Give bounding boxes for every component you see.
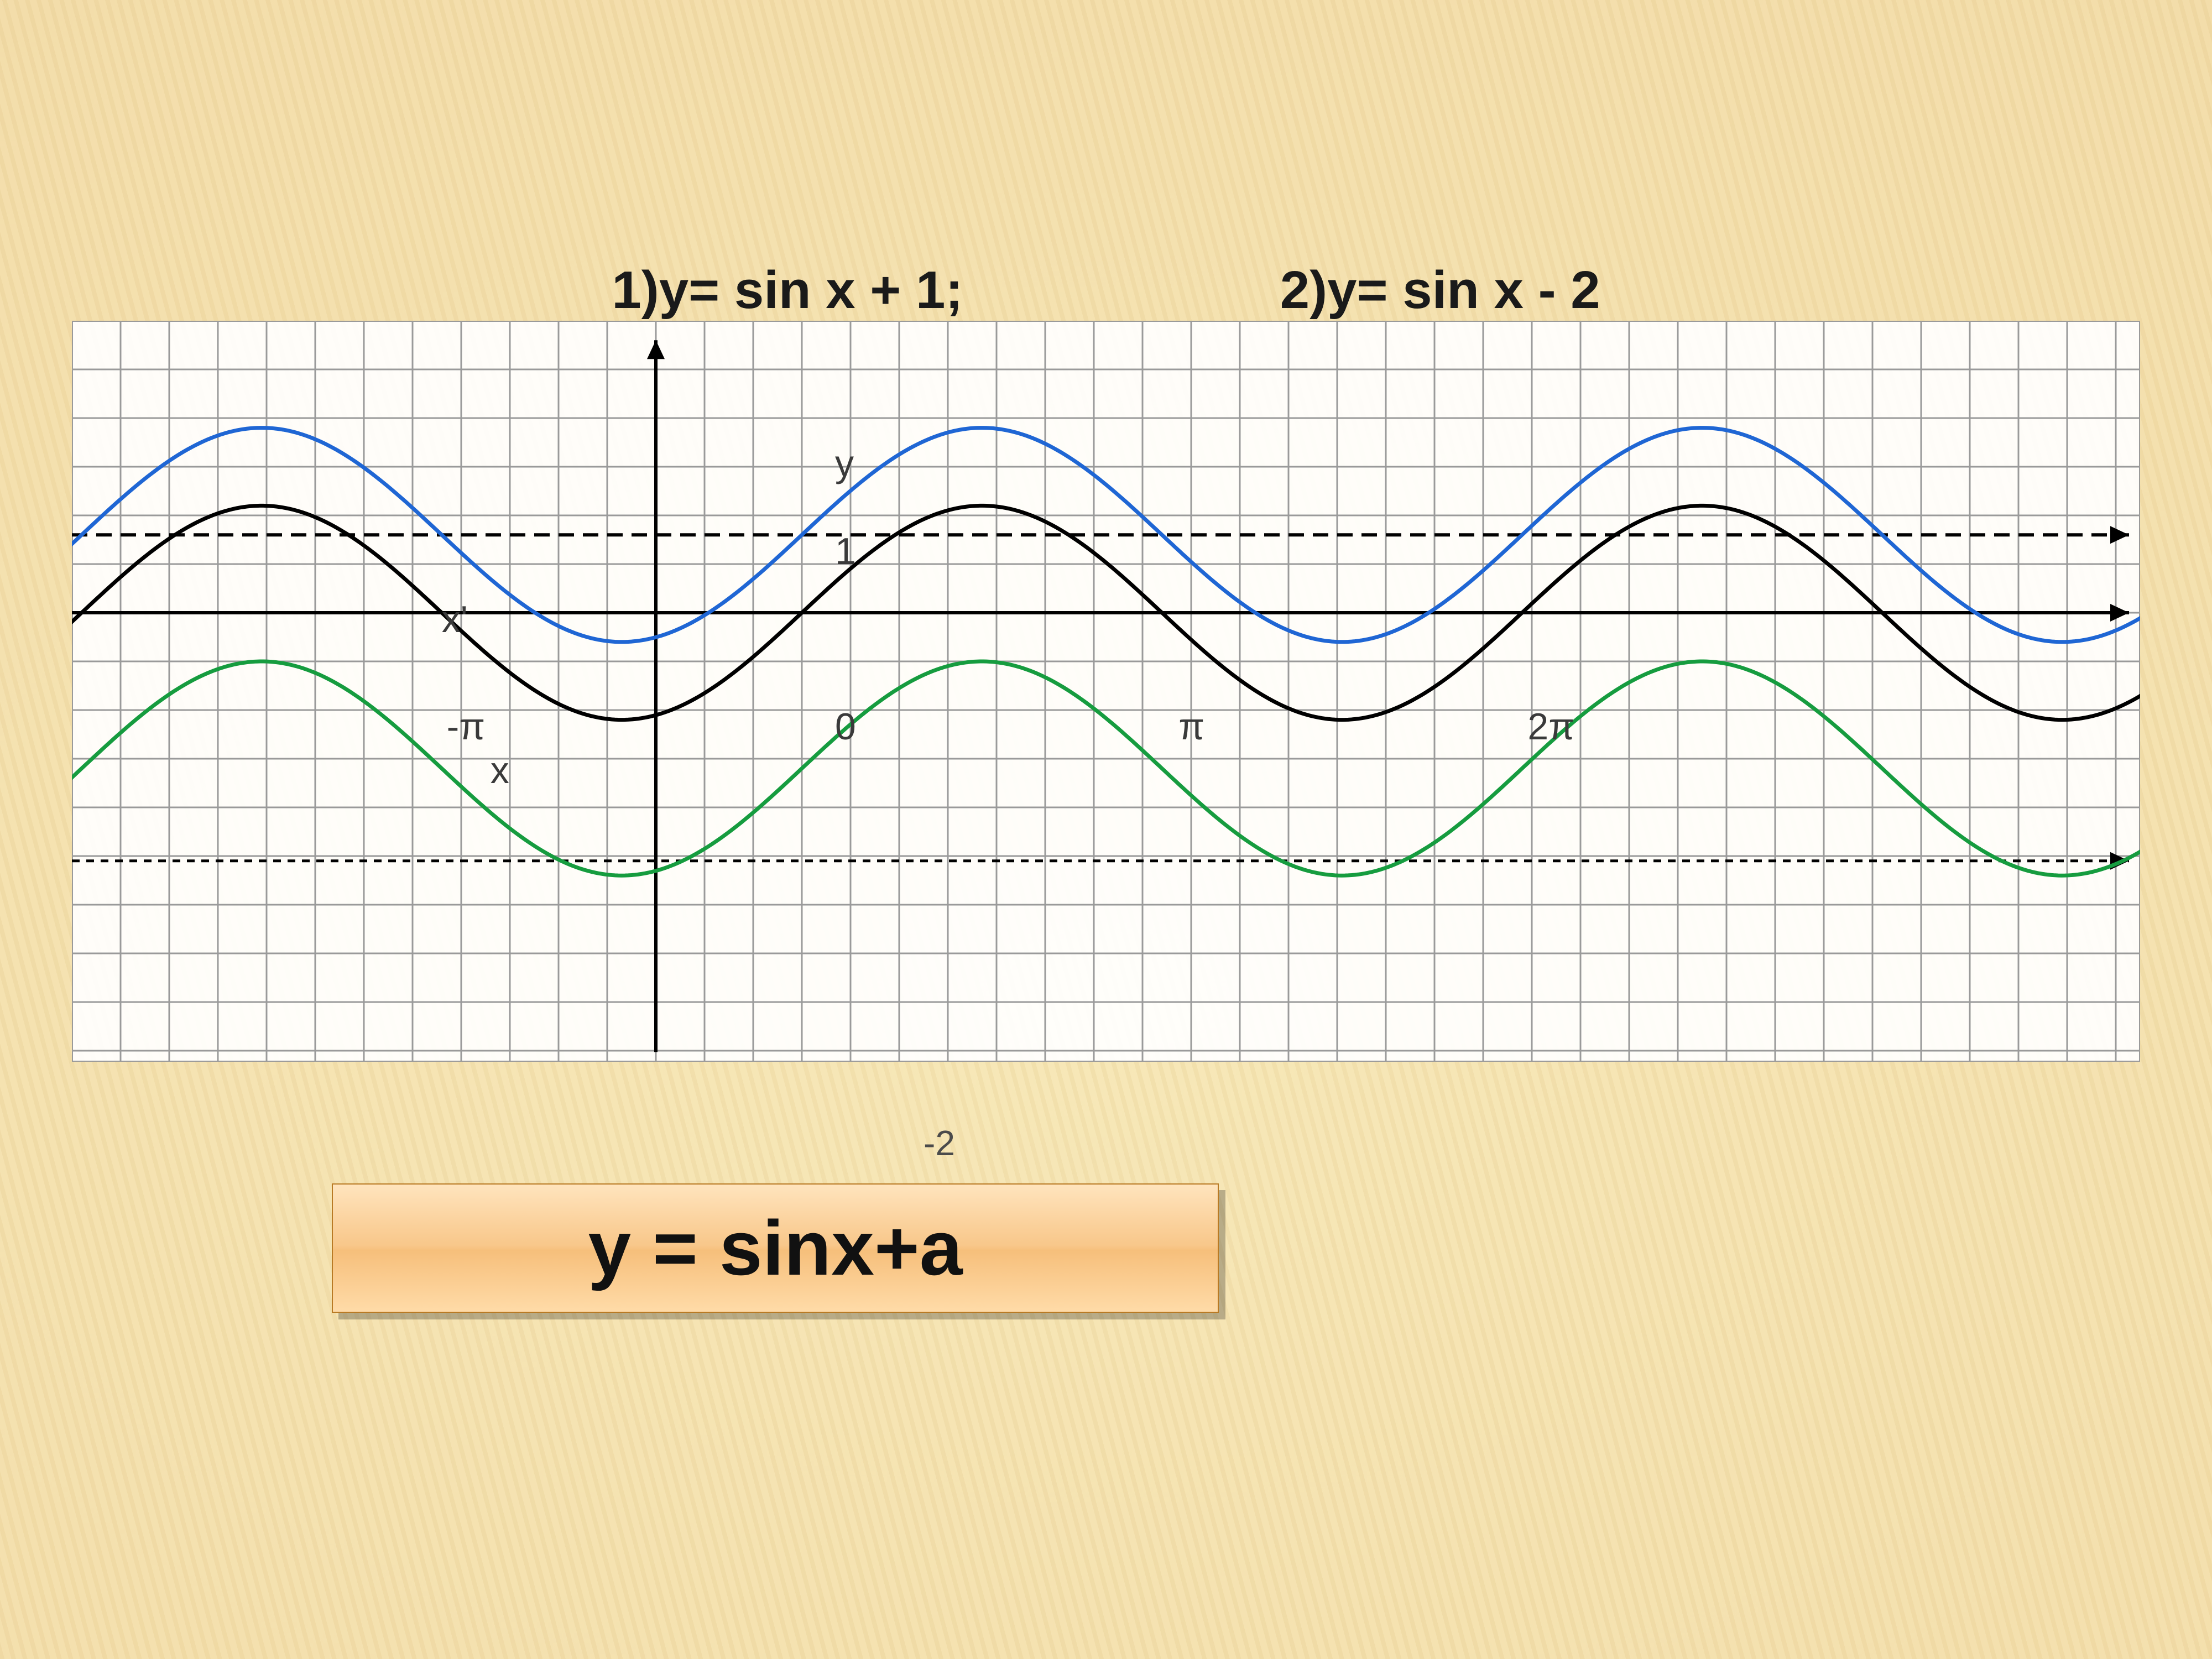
- header-part2: 2)y= sin x - 2: [1280, 260, 1600, 320]
- svg-text:0: 0: [835, 706, 856, 748]
- svg-text:2π: 2π: [1527, 706, 1574, 748]
- svg-text:y: y: [835, 443, 854, 485]
- svg-text:-π: -π: [447, 706, 486, 748]
- chart-area: y 1 0 x' -πx π 2π: [72, 321, 2140, 1062]
- svg-text:x: x: [491, 749, 509, 791]
- series-sin_x_minus_2: [72, 661, 2140, 875]
- svg-text:1: 1: [835, 530, 856, 572]
- header-equations: 1)y= sin x + 1; 2)y= sin x - 2: [0, 260, 2212, 321]
- svg-text:π: π: [1178, 706, 1204, 748]
- svg-text:x': x': [442, 598, 468, 640]
- formula-box: y = sinx+a: [332, 1183, 1219, 1313]
- formula-text: y = sinx+a: [588, 1204, 962, 1291]
- header-part1: 1)y= sin x + 1;: [612, 260, 963, 320]
- slide-root: 1)y= sin x + 1; 2)y= sin x - 2 y 1 0 x' -πx π…: [0, 0, 2212, 1659]
- minus-two-label: -2: [924, 1123, 955, 1164]
